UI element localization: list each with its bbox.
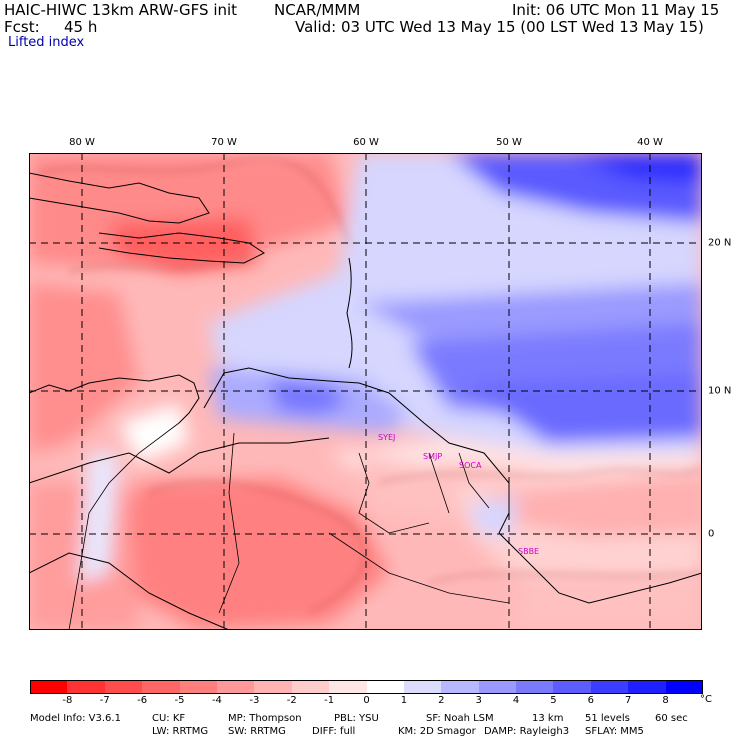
lon-label-60w: 60 W — [353, 137, 379, 148]
footer-model-info: Model Info: V3.6.1 — [30, 713, 121, 724]
footer-resolution: 13 km — [532, 713, 564, 724]
colorbar-swatch — [628, 680, 667, 693]
field-name: Lifted index — [8, 35, 85, 50]
colorbar-swatch — [142, 680, 181, 693]
lon-label-70w: 70 W — [211, 137, 237, 148]
station-sbbe: SBBE — [518, 547, 539, 556]
graticule — [29, 153, 702, 630]
colorbar-label: 2 — [438, 695, 445, 706]
colorbar-swatch — [366, 680, 405, 693]
org-label: NCAR/MMM — [274, 1, 361, 19]
li-contours — [38, 158, 702, 614]
footer-cu: CU: KF — [152, 713, 186, 724]
station-soca: SOCA — [459, 461, 482, 470]
colorbar-label: -2 — [286, 695, 297, 706]
colorbar-swatch — [478, 680, 517, 693]
colorbar-swatch — [403, 680, 442, 693]
station-syej: SYEJ — [378, 433, 395, 442]
colorbar-swatch — [254, 680, 293, 693]
footer-pbl: PBL: YSU — [334, 713, 379, 724]
footer-lw: LW: RRTMG — [152, 726, 209, 737]
colorbar-swatch — [291, 680, 330, 693]
valid-time: Valid: 03 UTC Wed 13 May 15 (00 LST Wed … — [295, 18, 704, 36]
init-time: Init: 06 UTC Mon 11 May 15 — [512, 1, 720, 19]
colorbar-swatch — [590, 680, 629, 693]
footer-damp: DAMP: Rayleigh3 — [484, 726, 570, 737]
forecast-label: Fcst: — [4, 18, 40, 36]
colorbar-label: 1 — [400, 695, 408, 706]
colorbar-label: 7 — [625, 695, 632, 706]
colorbar-swatch — [441, 680, 480, 693]
colorbar-label: -3 — [249, 695, 260, 706]
colorbar-label: -4 — [211, 695, 222, 706]
footer-diff: DIFF: full — [312, 726, 356, 737]
footer-levels: 51 levels — [585, 713, 630, 724]
lat-label-0: 0 — [708, 528, 715, 540]
colorbar-swatch — [104, 680, 143, 693]
footer-timestep: 60 sec — [655, 713, 688, 724]
colorbar-unit: °C — [700, 694, 712, 705]
colorbar-swatch — [67, 680, 106, 693]
colorbar-label: -7 — [99, 695, 110, 706]
colorbar-label: -5 — [174, 695, 185, 706]
footer-mp: MP: Thompson — [228, 713, 302, 724]
lat-label-20n: 20 N — [708, 237, 732, 249]
footer-sw: SW: RRTMG — [228, 726, 286, 737]
colorbar-swatch — [329, 680, 367, 693]
footer-sflay: SFLAY: MM5 — [585, 726, 644, 737]
station-labels: SYEJ SMJP SOCA SBBE — [378, 433, 539, 556]
colorbar-swatch — [665, 680, 704, 693]
map-frame — [29, 153, 702, 630]
footer-sf: SF: Noah LSM — [426, 713, 494, 724]
colorbar-frame — [30, 680, 703, 694]
colorbar-label: 6 — [587, 695, 595, 706]
colorbar-swatch — [516, 680, 554, 693]
colorbar-swatch — [30, 680, 68, 693]
colorbar-label: 5 — [550, 695, 557, 706]
model-title: HAIC-HIWC 13km ARW-GFS init — [4, 1, 238, 19]
lat-label-10n: 10 N — [708, 385, 732, 397]
footer-km: KM: 2D Smagor — [398, 726, 476, 737]
colorbar-swatch — [553, 680, 592, 693]
station-smjp: SMJP — [423, 452, 442, 461]
colorbar-label: -1 — [324, 695, 335, 706]
borders — [68, 422, 510, 630]
colorbar-swatch — [216, 680, 255, 693]
lon-label-50w: 50 W — [496, 137, 522, 148]
lon-label-40w: 40 W — [637, 137, 663, 148]
colorbar-label: 4 — [512, 695, 520, 706]
colorbar-swatch — [179, 680, 218, 693]
forecast-hour: 45 h — [64, 18, 98, 36]
lifted-index-map: SYEJ SMJP SOCA SBBE — [29, 153, 702, 630]
colorbar-label: 0 — [363, 695, 370, 706]
lon-label-80w: 80 W — [69, 137, 95, 148]
colorbar-label: -8 — [62, 695, 73, 706]
colorbar-label: 3 — [475, 695, 482, 706]
colorbar-label: 8 — [662, 695, 669, 706]
colorbar-label: -6 — [137, 695, 148, 706]
